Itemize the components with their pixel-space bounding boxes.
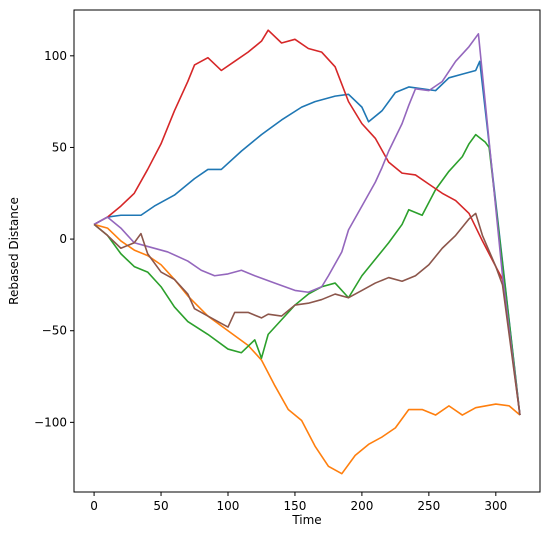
series-line-1 [93, 60, 521, 416]
x-axis: 0 50 100 150 200 250 300 [90, 492, 507, 513]
x-tick-label: 200 [350, 499, 373, 513]
x-tick-label: 150 [283, 499, 306, 513]
x-tick-label: 0 [90, 499, 98, 513]
y-tick-label: 50 [52, 140, 67, 154]
x-tick-label: 50 [153, 499, 168, 513]
y-axis: −100 −50 0 50 100 [34, 49, 74, 429]
y-axis-label: Rebased Distance [7, 197, 21, 305]
y-tick-label: −100 [34, 415, 67, 429]
y-tick-label: −50 [42, 324, 67, 338]
series-line-4 [93, 29, 521, 416]
series-line-6 [93, 212, 521, 416]
series-layer [93, 29, 521, 475]
plot-frame [73, 9, 541, 493]
x-tick-label: 100 [217, 499, 240, 513]
y-tick-label: 0 [59, 232, 67, 246]
x-tick-label: 300 [484, 499, 507, 513]
x-tick-label: 250 [417, 499, 440, 513]
series-line-5 [93, 33, 521, 416]
y-tick-label: 100 [44, 49, 67, 63]
series-line-3 [93, 133, 521, 416]
x-axis-label: Time [291, 513, 321, 527]
series-line-2 [93, 223, 521, 475]
